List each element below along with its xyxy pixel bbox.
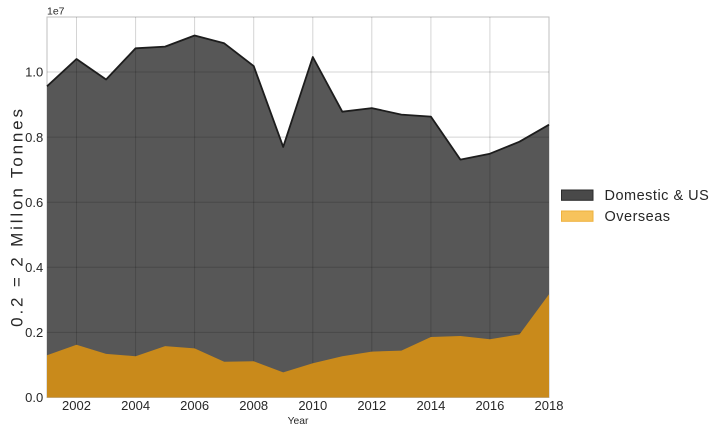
svg-text:2002: 2002 [62,398,91,413]
svg-text:Domestic & US: Domestic & US [605,188,710,204]
svg-text:0.2: 0.2 [25,325,43,340]
svg-text:0.8: 0.8 [25,130,43,145]
svg-text:1.0: 1.0 [25,65,43,80]
svg-text:0.0: 0.0 [25,390,43,405]
svg-text:Year: Year [288,416,309,427]
svg-text:2008: 2008 [239,398,268,413]
svg-text:2014: 2014 [416,398,445,413]
svg-text:0.6: 0.6 [25,195,43,210]
svg-text:Overseas: Overseas [605,209,671,225]
svg-text:2016: 2016 [475,398,504,413]
svg-text:2004: 2004 [121,398,150,413]
svg-text:2012: 2012 [357,398,386,413]
svg-text:2006: 2006 [180,398,209,413]
svg-text:0.4: 0.4 [25,260,43,275]
svg-text:1e7: 1e7 [47,5,65,17]
svg-text:2018: 2018 [535,398,564,413]
svg-text:0.2 = 2 Millon Tonnes: 0.2 = 2 Millon Tonnes [8,106,27,327]
svg-text:2010: 2010 [298,398,327,413]
